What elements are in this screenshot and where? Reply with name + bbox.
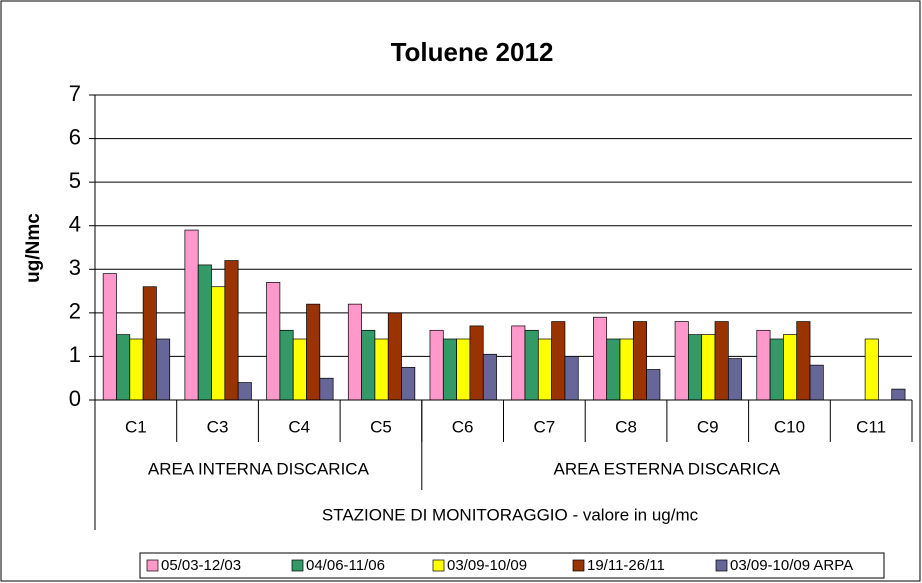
bar — [429, 329, 444, 401]
x-tick-label: C10 — [774, 417, 805, 436]
x-tick-label: C4 — [288, 417, 310, 436]
bar — [224, 260, 239, 401]
chart-title: Toluene 2012 — [391, 37, 554, 67]
bar — [864, 338, 879, 401]
bar — [756, 329, 771, 401]
bar — [511, 325, 526, 401]
y-tick-label: 5 — [69, 168, 81, 193]
x-tick-label: C3 — [207, 417, 229, 436]
group-label: AREA INTERNA DISCARICA — [148, 459, 370, 478]
x-tick-label: C6 — [452, 417, 474, 436]
group-label: AREA ESTERNA DISCARICA — [554, 459, 781, 478]
bar — [809, 364, 824, 401]
legend-label: 19/11-26/11 — [587, 557, 665, 574]
bar — [688, 334, 703, 401]
bar — [796, 321, 811, 401]
bar — [593, 316, 608, 401]
x-tick-label: C5 — [370, 417, 392, 436]
bar — [619, 338, 634, 401]
bar — [319, 377, 334, 401]
bar — [211, 286, 226, 401]
x-tick-label: C11 — [856, 417, 886, 436]
bar — [551, 321, 566, 401]
bar — [374, 338, 389, 401]
bar — [279, 329, 294, 401]
bar — [442, 338, 457, 401]
bar — [646, 369, 661, 401]
bar — [184, 229, 199, 401]
bar — [482, 353, 497, 401]
bar — [102, 273, 117, 401]
y-axis-title: ug/Nmc — [23, 213, 44, 283]
legend-label: 05/03-12/03 — [161, 557, 241, 574]
bar — [606, 338, 621, 401]
bar — [197, 264, 212, 401]
y-tick-label: 1 — [69, 342, 81, 367]
bar — [292, 338, 307, 401]
y-tick-label: 3 — [69, 255, 81, 280]
legend-swatch — [291, 559, 304, 572]
x-tick-label: C7 — [533, 417, 555, 436]
bar — [237, 382, 252, 401]
legend-label: 03/09-10/09 — [447, 557, 527, 574]
bar — [891, 388, 906, 401]
bar — [524, 329, 539, 401]
bar — [469, 325, 484, 401]
bar — [783, 334, 798, 401]
x-axis-title: STAZIONE DI MONITORAGGIO - valore in ug/… — [322, 505, 699, 524]
bar — [632, 321, 647, 401]
bar — [361, 329, 376, 401]
legend-swatch — [572, 559, 585, 572]
x-tick-label: C1 — [125, 417, 147, 436]
x-tick-label: C9 — [697, 417, 719, 436]
bar — [306, 303, 321, 401]
legend-box — [139, 552, 885, 579]
y-tick-label: 6 — [69, 124, 81, 149]
bar — [116, 334, 131, 401]
bar — [714, 321, 729, 401]
y-tick-label: 4 — [69, 212, 81, 237]
bar — [347, 303, 362, 401]
bar — [266, 282, 281, 401]
bar — [674, 321, 689, 401]
bar — [537, 338, 552, 401]
legend-swatch — [715, 559, 728, 572]
y-tick-label: 7 — [69, 81, 81, 106]
x-tick-label: C8 — [615, 417, 637, 436]
legend-label: 03/09-10/09 ARPA — [730, 557, 853, 574]
legend-label: 04/06-11/06 — [306, 557, 385, 574]
bar — [156, 338, 171, 401]
legend-swatch — [146, 559, 159, 572]
legend-swatch — [432, 559, 445, 572]
bar — [142, 286, 157, 401]
bar — [769, 338, 784, 401]
bar — [727, 358, 743, 401]
bar — [701, 334, 716, 401]
bar — [564, 356, 579, 401]
bar — [387, 312, 402, 401]
bar — [456, 338, 471, 401]
y-tick-label: 2 — [69, 299, 81, 324]
y-tick-label: 0 — [69, 386, 81, 411]
bar — [129, 338, 144, 401]
bar — [401, 366, 416, 401]
